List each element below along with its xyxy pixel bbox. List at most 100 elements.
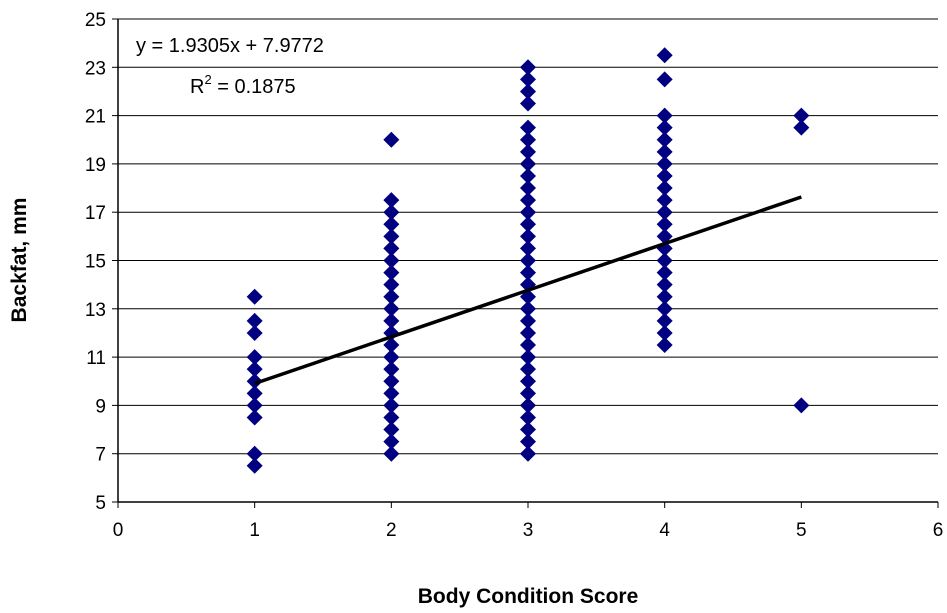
data-point [246,397,263,414]
x-tick-label: 4 [659,520,670,541]
data-point [656,155,673,172]
data-point [656,107,673,124]
data-point [656,216,673,233]
y-tick-label: 19 [85,155,106,176]
data-point [520,337,536,354]
data-point [793,397,810,414]
data-point [520,131,536,148]
data-point [520,83,536,100]
data-point [383,288,400,305]
x-axis-title: Body Condition Score [418,585,639,608]
data-point [656,288,673,305]
y-tick-label: 17 [85,203,106,224]
data-point [520,312,536,329]
y-tick-label: 15 [85,252,106,273]
data-point [246,457,263,474]
data-point [383,300,400,317]
data-point [520,324,536,341]
data-point [383,216,400,233]
data-point [383,349,400,366]
data-point [656,192,673,209]
x-tick-label: 5 [796,520,807,541]
data-point [656,119,673,136]
data-point [520,409,536,426]
y-tick-label: 7 [95,445,106,466]
x-tick-label: 6 [933,520,944,541]
data-point [383,264,400,281]
data-point [246,373,263,390]
y-axis-title: Backfat, mm [8,198,31,323]
data-point [383,228,400,245]
data-point [383,240,400,257]
y-tick-label: 5 [95,493,106,514]
data-point [520,373,536,390]
data-point [246,324,263,341]
data-point [520,71,536,88]
data-point [520,192,536,209]
data-point [520,228,536,245]
data-point [520,264,536,281]
y-tick-label: 25 [85,10,106,31]
data-point [246,312,263,329]
data-point [520,240,536,257]
data-point [520,445,536,462]
data-point [520,204,536,221]
y-tick-label: 11 [86,348,106,369]
data-point [656,324,673,341]
data-point [383,445,400,462]
data-point [383,397,400,414]
data-point [520,180,536,197]
y-tick-label: 13 [85,300,106,321]
data-point [656,131,673,148]
data-point [383,361,400,378]
data-point [246,361,263,378]
r-squared-superscript: 2 [204,72,211,87]
data-point [520,361,536,378]
data-point [793,107,810,124]
data-point [793,119,810,136]
r-squared-prefix: R [190,76,204,98]
r-squared-value: = 0.1875 [212,76,296,98]
data-point [520,433,536,450]
data-point [383,276,400,293]
data-point [383,373,400,390]
y-tick-label: 21 [85,107,106,128]
data-point [520,397,536,414]
data-points [246,47,810,474]
r-squared-label: R2 = 0.1875 [190,72,296,98]
data-point [656,180,673,197]
x-tick-label: 1 [249,520,260,541]
data-point [383,421,400,438]
data-point [383,312,400,329]
data-point [383,131,400,148]
data-point [520,300,536,317]
trendline [254,195,802,386]
data-point [520,349,536,366]
data-point [246,409,263,426]
x-tick-label: 2 [386,520,397,541]
y-tick-label: 9 [95,396,106,417]
data-point [520,385,536,402]
data-point [656,252,673,269]
data-point [246,349,263,366]
data-point [656,312,673,329]
trendline-group [254,195,802,386]
x-tick-label: 3 [523,520,534,541]
data-point [656,204,673,221]
trendline-equation: y = 1.9305x + 7.9772 [136,35,324,57]
data-point [246,385,263,402]
data-point [520,216,536,233]
data-point [656,264,673,281]
data-point [246,288,263,305]
data-point [383,409,400,426]
data-point [520,119,536,136]
data-point [383,192,400,209]
data-point [656,71,673,88]
data-point [383,337,400,354]
x-tick-label: 0 [113,520,124,541]
data-point [383,433,400,450]
data-point [383,204,400,221]
data-point [520,167,536,184]
